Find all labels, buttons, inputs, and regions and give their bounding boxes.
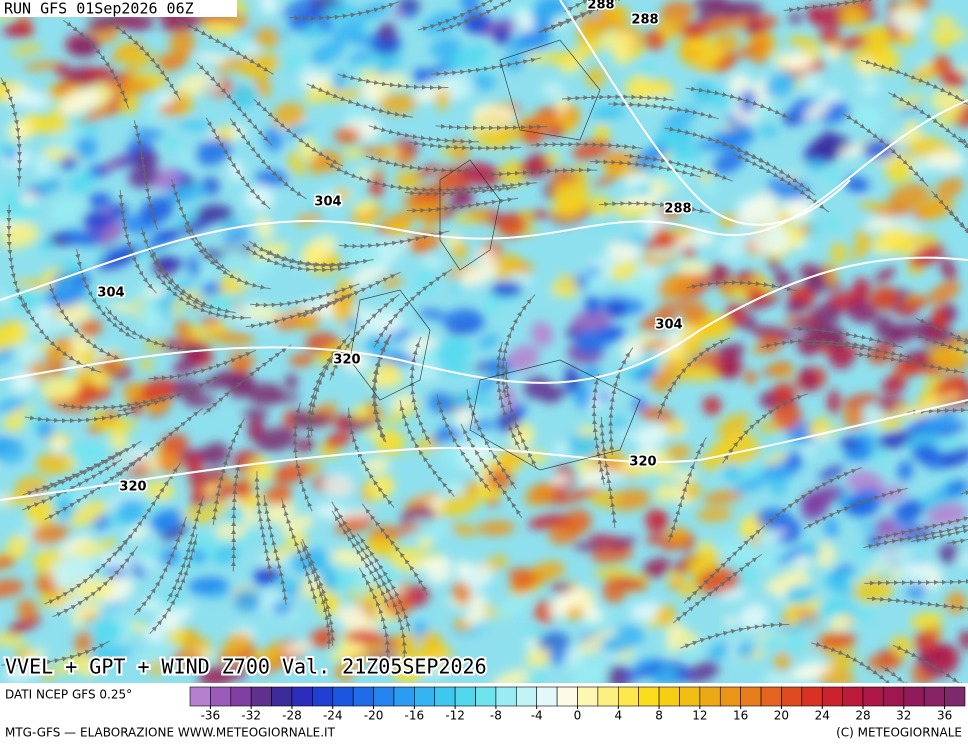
colorbar-box	[312, 687, 332, 706]
colorbar-tick-label: -24	[323, 709, 343, 723]
colorbar-box	[272, 687, 292, 706]
contour-label: 320	[333, 353, 360, 368]
contour-label: 288	[631, 13, 658, 28]
contour-label: 320	[119, 480, 146, 495]
colorbar-tick-label: -8	[490, 709, 502, 723]
colorbar-tick-label: 4	[614, 709, 622, 723]
colorbar-box	[618, 687, 638, 706]
velocity-cell	[723, 465, 742, 482]
colorbar-box	[557, 687, 577, 706]
colorbar-box	[210, 687, 230, 706]
colorbar-tick-label: -12	[445, 709, 465, 723]
contour-label: 320	[629, 455, 656, 470]
colorbar-tick-label: -36	[201, 709, 221, 723]
colorbar-tick-label: 0	[574, 709, 582, 723]
colorbar-box	[353, 687, 373, 706]
data-source: DATI NCEP GFS 0.25°	[5, 688, 132, 702]
colorbar-tick-label: -4	[531, 709, 543, 723]
velocity-cell	[131, 151, 159, 168]
velocity-cell	[912, 444, 938, 463]
colorbar-tick-label: 36	[937, 709, 952, 723]
contour-label: 304	[97, 286, 124, 301]
contour-label: 288	[664, 202, 691, 217]
velocity-cell	[601, 31, 636, 53]
colorbar-box	[700, 687, 720, 706]
colorbar-box	[374, 687, 394, 706]
colorbar-tick-label: -28	[282, 709, 302, 723]
colorbar-box	[945, 687, 965, 706]
contour-label: 288	[587, 0, 614, 13]
colorbar-box	[598, 687, 618, 706]
colorbar-box	[496, 687, 516, 706]
colorbar-tick-label: 8	[655, 709, 663, 723]
colorbar-box	[679, 687, 699, 706]
colorbar-box	[516, 687, 536, 706]
colorbar-tick-label: 28	[855, 709, 870, 723]
contour-label: 304	[655, 318, 682, 333]
colorbar-box	[781, 687, 801, 706]
colorbar-box	[883, 687, 903, 706]
footer-right: (C) METEOGIORNALE	[836, 726, 962, 740]
colorbar-box	[455, 687, 475, 706]
colorbar-box	[292, 687, 312, 706]
colorbar-box	[802, 687, 822, 706]
colorbar-tick-label: 12	[692, 709, 707, 723]
colorbar-tick-label: 24	[815, 709, 830, 723]
colorbar-box	[251, 687, 271, 706]
contour-label: 304	[314, 195, 341, 210]
colorbar-box	[741, 687, 761, 706]
colorbar-box	[843, 687, 863, 706]
colorbar-box	[904, 687, 924, 706]
colorbar-box	[414, 687, 434, 706]
colorbar-box	[863, 687, 883, 706]
colorbar-box	[537, 687, 557, 706]
run-label: RUN GFS 01Sep2026 06Z	[4, 0, 194, 18]
colorbar-box	[435, 687, 455, 706]
colorbar-box	[333, 687, 353, 706]
colorbar-tick-label: 20	[774, 709, 789, 723]
colorbar-box	[720, 687, 740, 706]
velocity-cell	[825, 48, 840, 60]
colorbar-tick-label: -32	[241, 709, 261, 723]
colorbar-box	[761, 687, 781, 706]
colorbar-tick-label: -16	[405, 709, 425, 723]
colorbar-box	[231, 687, 251, 706]
colorbar-box	[659, 687, 679, 706]
footer-left: MTG-GFS — ELABORAZIONE WWW.METEOGIORNALE…	[5, 726, 336, 740]
colorbar-tick-label: 16	[733, 709, 748, 723]
colorbar-box	[476, 687, 496, 706]
colorbar-box	[924, 687, 944, 706]
map-title: VVEL + GPT + WIND Z700 Val. 21Z05SEP2026	[5, 655, 487, 679]
colorbar-tick-label: 32	[896, 709, 911, 723]
colorbar-box	[822, 687, 842, 706]
colorbar-box	[639, 687, 659, 706]
colorbar-box	[394, 687, 414, 706]
velocity-cell	[824, 168, 839, 182]
colorbar-box	[578, 687, 598, 706]
colorbar-box	[190, 687, 210, 706]
colorbar-tick-label: -20	[364, 709, 384, 723]
